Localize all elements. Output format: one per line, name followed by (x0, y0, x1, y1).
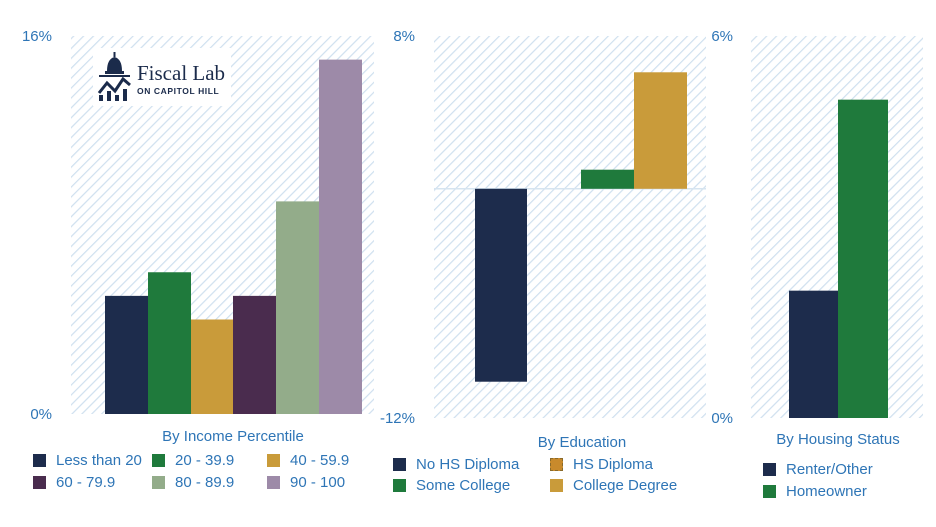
legend-swatch (393, 479, 406, 492)
bar-0-5 (319, 59, 362, 414)
x-axis-label-2: By Housing Status (776, 431, 899, 448)
legend-swatch (393, 458, 406, 471)
x-axis-label-0: By Income Percentile (162, 428, 304, 445)
y-tick-bottom-0: 0% (30, 406, 52, 423)
legend-swatch (267, 454, 280, 467)
legend-label: 80 - 89.9 (175, 474, 235, 491)
legend-swatch (550, 479, 563, 492)
bar-0-2 (191, 319, 233, 414)
legend-item: 40 - 59.9 (267, 452, 349, 469)
legend-item: Homeowner (763, 483, 867, 500)
bar-0-1 (148, 272, 191, 414)
legend-label: Homeowner (786, 483, 867, 500)
y-tick-top-2: 6% (711, 28, 733, 45)
legend-label: 60 - 79.9 (56, 474, 116, 491)
legend-item: Less than 20 (33, 452, 142, 469)
legend-label: 40 - 59.9 (290, 452, 350, 469)
bar-0-3 (233, 295, 276, 414)
legend-item: Renter/Other (763, 461, 873, 478)
legend-label: 20 - 39.9 (175, 452, 235, 469)
legend-label: Some College (416, 477, 511, 494)
y-tick-bottom-2: 0% (711, 410, 733, 427)
bar-0-0 (105, 295, 148, 414)
legend-swatch (33, 454, 46, 467)
y-tick-top-0: 16% (22, 28, 52, 45)
legend-swatch (152, 454, 165, 467)
capitol-dome-icon (97, 52, 131, 101)
bar-0-4 (276, 201, 319, 414)
fiscal-lab-logo: Fiscal Lab ON CAPITOL HILL (93, 48, 231, 106)
bar-1-0 (475, 188, 527, 382)
bar-1-2 (581, 169, 634, 189)
legend-swatch (33, 476, 46, 489)
legend-label: No HS Diploma (416, 456, 520, 473)
logo-title: Fiscal Lab (137, 61, 226, 85)
legend-swatch (152, 476, 165, 489)
legend-item: 60 - 79.9 (33, 474, 115, 491)
legend-item: 20 - 39.9 (152, 452, 234, 469)
legend-label: 90 - 100 (290, 474, 346, 491)
bar-2-1 (838, 99, 888, 419)
legend-label: HS Diploma (573, 456, 654, 473)
logo-subtitle: ON CAPITOL HILL (137, 86, 220, 96)
legend-label: College Degree (573, 477, 678, 494)
legend-item: 80 - 89.9 (152, 474, 234, 491)
bar-2-0 (789, 290, 838, 418)
legend-item: Some College (393, 477, 510, 494)
legend-item: 90 - 100 (267, 474, 345, 491)
legend-item: College Degree (550, 477, 677, 494)
legend-item: HS Diploma (550, 456, 653, 473)
legend-swatch (763, 485, 776, 498)
legend-label: Less than 20 (56, 452, 142, 469)
y-tick-top-1: 8% (393, 28, 415, 45)
bar-1-3 (634, 72, 687, 189)
legend-label: Renter/Other (786, 461, 873, 478)
x-axis-label-1: By Education (538, 434, 626, 451)
legend-swatch (267, 476, 280, 489)
legend-swatch (763, 463, 776, 476)
legend-item: No HS Diploma (393, 456, 519, 473)
legend-swatch (550, 458, 563, 471)
y-tick-bottom-1: -12% (380, 410, 415, 427)
